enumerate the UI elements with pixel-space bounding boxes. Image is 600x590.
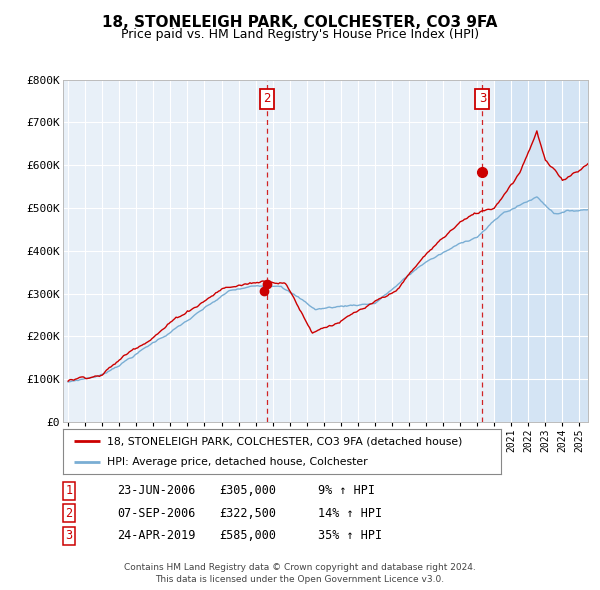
Text: £322,500: £322,500	[219, 507, 276, 520]
Text: 2: 2	[65, 507, 73, 520]
Text: 2: 2	[263, 93, 271, 106]
Text: 1: 1	[65, 484, 73, 497]
Text: £585,000: £585,000	[219, 529, 276, 542]
Text: 3: 3	[479, 93, 486, 106]
Text: 18, STONELEIGH PARK, COLCHESTER, CO3 9FA (detached house): 18, STONELEIGH PARK, COLCHESTER, CO3 9FA…	[107, 436, 462, 446]
Text: 9% ↑ HPI: 9% ↑ HPI	[318, 484, 375, 497]
Text: 24-APR-2019: 24-APR-2019	[117, 529, 196, 542]
Text: 23-JUN-2006: 23-JUN-2006	[117, 484, 196, 497]
Text: 18, STONELEIGH PARK, COLCHESTER, CO3 9FA: 18, STONELEIGH PARK, COLCHESTER, CO3 9FA	[103, 15, 497, 30]
Text: 07-SEP-2006: 07-SEP-2006	[117, 507, 196, 520]
Text: Price paid vs. HM Land Registry's House Price Index (HPI): Price paid vs. HM Land Registry's House …	[121, 28, 479, 41]
Text: £305,000: £305,000	[219, 484, 276, 497]
Text: 14% ↑ HPI: 14% ↑ HPI	[318, 507, 382, 520]
Text: HPI: Average price, detached house, Colchester: HPI: Average price, detached house, Colc…	[107, 457, 367, 467]
Text: This data is licensed under the Open Government Licence v3.0.: This data is licensed under the Open Gov…	[155, 575, 445, 584]
Text: 35% ↑ HPI: 35% ↑ HPI	[318, 529, 382, 542]
Text: Contains HM Land Registry data © Crown copyright and database right 2024.: Contains HM Land Registry data © Crown c…	[124, 563, 476, 572]
Bar	[494, 80, 596, 422]
Text: 3: 3	[65, 529, 73, 542]
